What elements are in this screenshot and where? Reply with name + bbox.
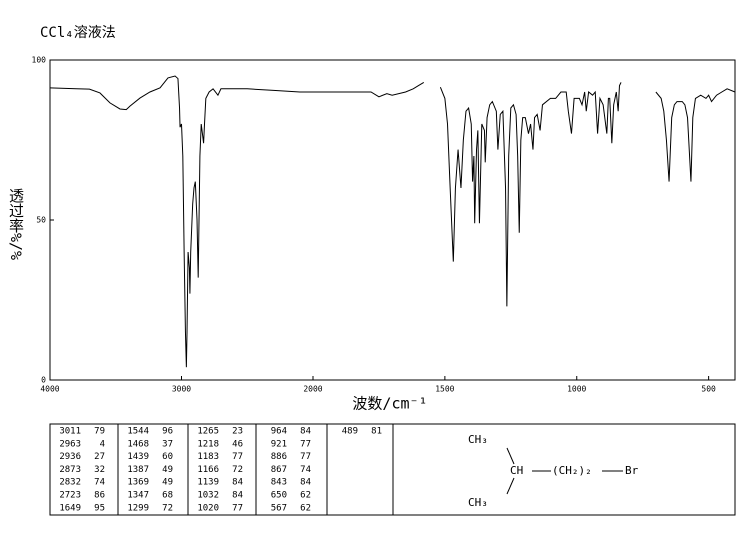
peak-wavenumber: 1544 [127,427,149,437]
y-tick-label: 50 [36,216,46,225]
peak-wavenumber: 2936 [59,452,81,462]
peak-wavenumber: 1218 [197,439,219,449]
peak-wavenumber: 1347 [127,491,149,501]
structure-label: CH [510,464,523,477]
peak-transmittance: 79 [94,427,105,437]
peak-transmittance: 60 [162,452,173,462]
peak-transmittance: 84 [300,427,311,437]
peak-transmittance: 37 [162,439,173,449]
peak-wavenumber: 1649 [59,503,81,513]
peak-wavenumber: 1265 [197,427,219,437]
peak-wavenumber: 1183 [197,452,219,462]
y-tick-label: 0 [41,376,46,385]
plot-frame [49,59,736,381]
peak-transmittance: 49 [162,465,173,475]
x-tick-label: 500 [701,385,716,394]
peak-transmittance: 77 [300,439,311,449]
x-axis-label: 波数/cm⁻¹ [352,395,427,413]
peak-wavenumber: 1166 [197,465,219,475]
spectrum-line [49,75,736,368]
peak-wavenumber: 1139 [197,478,219,488]
peak-transmittance: 46 [232,439,243,449]
peak-transmittance: 72 [162,503,173,513]
peak-transmittance: 4 [100,439,105,449]
peak-transmittance: 84 [300,478,311,488]
peak-transmittance: 81 [371,427,382,437]
peak-wavenumber: 1387 [127,465,149,475]
peak-wavenumber: 1369 [127,478,149,488]
peak-transmittance: 96 [162,427,173,437]
peak-wavenumber: 867 [271,465,287,475]
peak-wavenumber: 964 [271,427,287,437]
peak-wavenumber: 843 [271,478,287,488]
structure-label: Br [625,464,639,477]
peak-transmittance: 77 [232,452,243,462]
peak-wavenumber: 567 [271,503,287,513]
peak-wavenumber: 886 [271,452,287,462]
structure-bonds [506,447,623,495]
peak-transmittance: 86 [94,491,105,501]
x-tick-label: 4000 [40,385,59,394]
peak-transmittance: 84 [232,491,243,501]
y-tick-label: 100 [32,56,47,65]
peak-wavenumber: 3011 [59,427,81,437]
peak-wavenumber: 1439 [127,452,149,462]
peak-wavenumber: 650 [271,491,287,501]
structure-label: CH₃ [468,433,488,446]
peak-transmittance: 84 [232,478,243,488]
peak-transmittance: 77 [300,452,311,462]
peak-wavenumber: 921 [271,439,287,449]
peak-wavenumber: 2963 [59,439,81,449]
peak-wavenumber: 1468 [127,439,149,449]
peak-transmittance: 49 [162,478,173,488]
x-tick-label: 1000 [567,385,586,394]
peak-transmittance: 23 [232,427,243,437]
peak-wavenumber: 2723 [59,491,81,501]
peak-transmittance: 62 [300,491,311,501]
peak-wavenumber: 1032 [197,491,219,501]
x-tick-label: 2000 [303,385,322,394]
y-axis-label: 透过率%/% [7,188,25,260]
peak-transmittance: 68 [162,491,173,501]
peak-wavenumber: 1020 [197,503,219,513]
peak-wavenumber: 489 [342,427,358,437]
x-tick-label: 3000 [172,385,191,394]
x-tick-label: 1500 [435,385,454,394]
peak-transmittance: 32 [94,465,105,475]
structure-label: CH₃ [468,496,488,509]
peak-transmittance: 62 [300,503,311,513]
peak-transmittance: 27 [94,452,105,462]
peak-wavenumber: 2832 [59,478,81,488]
peak-transmittance: 74 [94,478,105,488]
chart-title: CCl₄溶液法 [40,25,116,41]
peak-transmittance: 74 [300,465,311,475]
peak-transmittance: 72 [232,465,243,475]
peak-wavenumber: 1299 [127,503,149,513]
peak-transmittance: 95 [94,503,105,513]
peak-transmittance: 77 [232,503,243,513]
peak-wavenumber: 2873 [59,465,81,475]
structure-label: (CH₂)₂ [552,464,592,477]
